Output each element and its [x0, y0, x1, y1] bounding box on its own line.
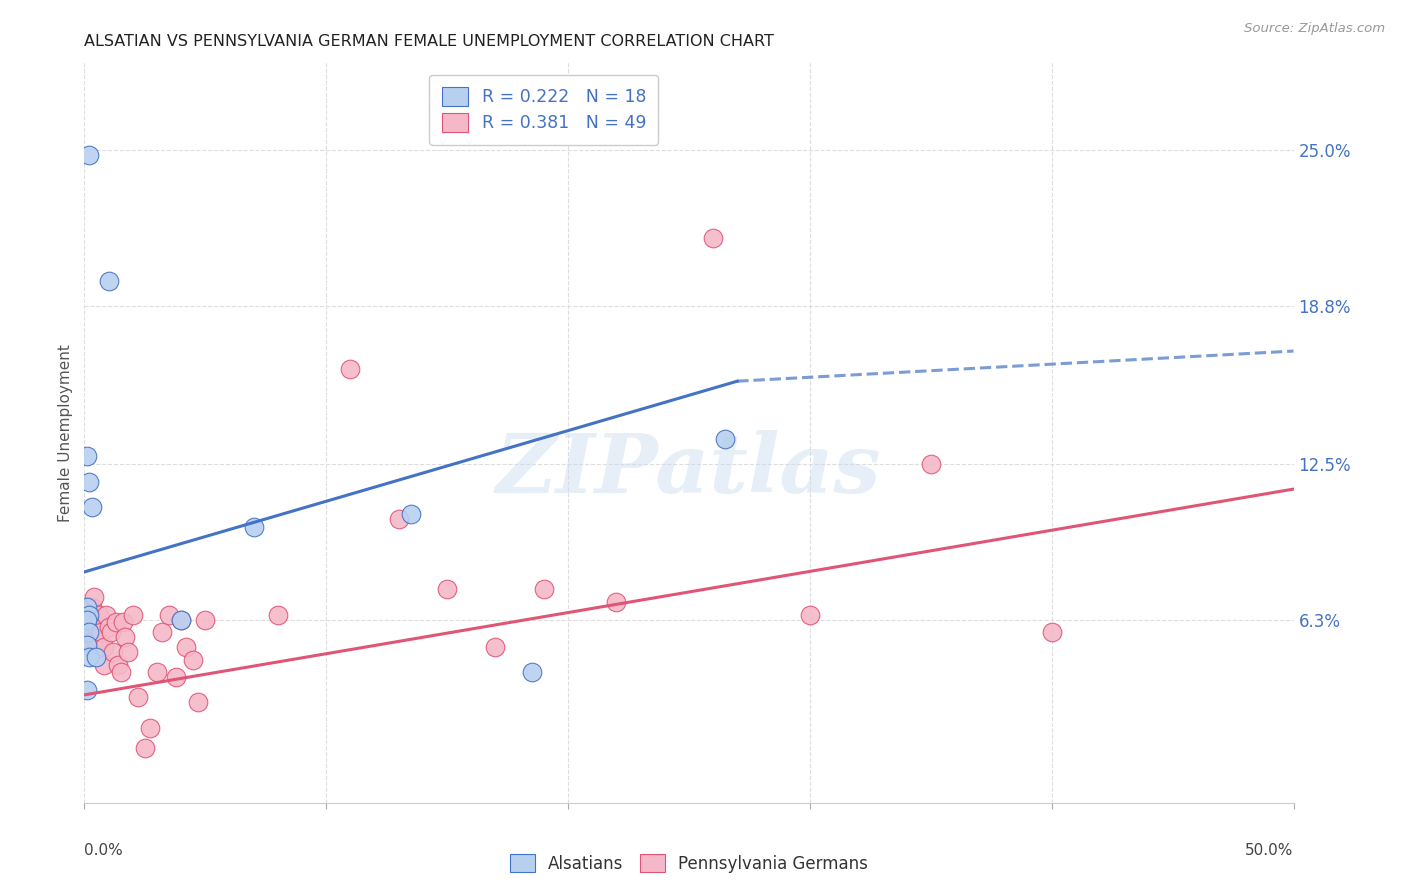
Legend: Alsatians, Pennsylvania Germans: Alsatians, Pennsylvania Germans	[503, 847, 875, 880]
Point	[83, 590, 105, 604]
Point	[97, 274, 120, 288]
Point	[146, 665, 169, 680]
Point	[80, 600, 103, 615]
Point	[170, 613, 193, 627]
Point	[399, 507, 422, 521]
Point	[134, 740, 156, 755]
Point	[104, 615, 127, 629]
Point	[103, 645, 125, 659]
Point	[93, 640, 115, 655]
Point	[920, 457, 942, 471]
Point	[77, 625, 100, 640]
Point	[121, 607, 143, 622]
Point	[77, 650, 100, 665]
Text: ALSATIAN VS PENNSYLVANIA GERMAN FEMALE UNEMPLOYMENT CORRELATION CHART: ALSATIAN VS PENNSYLVANIA GERMAN FEMALE U…	[84, 34, 775, 49]
Point	[114, 630, 136, 644]
Point	[86, 632, 108, 647]
Point	[388, 512, 411, 526]
Point	[533, 582, 555, 597]
Point	[76, 625, 98, 640]
Point	[150, 625, 173, 640]
Point	[714, 432, 737, 446]
Text: Source: ZipAtlas.com: Source: ZipAtlas.com	[1244, 22, 1385, 36]
Point	[83, 632, 105, 647]
Point	[76, 638, 98, 652]
Point	[77, 148, 100, 162]
Point	[94, 607, 117, 622]
Point	[339, 361, 361, 376]
Point	[242, 520, 264, 534]
Text: ZIPatlas: ZIPatlas	[496, 430, 882, 509]
Point	[76, 682, 98, 697]
Point	[157, 607, 180, 622]
Point	[187, 695, 209, 709]
Point	[76, 450, 98, 464]
Point	[93, 657, 115, 672]
Y-axis label: Female Unemployment: Female Unemployment	[58, 343, 73, 522]
Point	[77, 607, 100, 622]
Point	[194, 613, 217, 627]
Point	[86, 650, 108, 665]
Point	[1040, 625, 1063, 640]
Point	[90, 625, 112, 640]
Point	[799, 607, 821, 622]
Point	[77, 632, 100, 647]
Point	[165, 670, 187, 684]
Point	[170, 613, 193, 627]
Point	[112, 615, 135, 629]
Point	[267, 607, 290, 622]
Point	[87, 632, 110, 647]
Point	[110, 665, 132, 680]
Point	[138, 721, 160, 735]
Point	[117, 645, 139, 659]
Point	[86, 620, 108, 634]
Point	[77, 475, 100, 489]
Point	[87, 607, 110, 622]
Point	[174, 640, 197, 655]
Text: 50.0%: 50.0%	[1246, 843, 1294, 858]
Point	[100, 625, 122, 640]
Point	[76, 600, 98, 615]
Text: 0.0%: 0.0%	[84, 843, 124, 858]
Point	[181, 653, 204, 667]
Point	[80, 500, 103, 514]
Point	[436, 582, 458, 597]
Point	[76, 615, 98, 629]
Point	[605, 595, 627, 609]
Point	[520, 665, 543, 680]
Point	[80, 620, 103, 634]
Point	[77, 600, 100, 615]
Point	[107, 657, 129, 672]
Point	[484, 640, 506, 655]
Point	[127, 690, 149, 705]
Point	[76, 613, 98, 627]
Point	[97, 620, 120, 634]
Point	[702, 231, 724, 245]
